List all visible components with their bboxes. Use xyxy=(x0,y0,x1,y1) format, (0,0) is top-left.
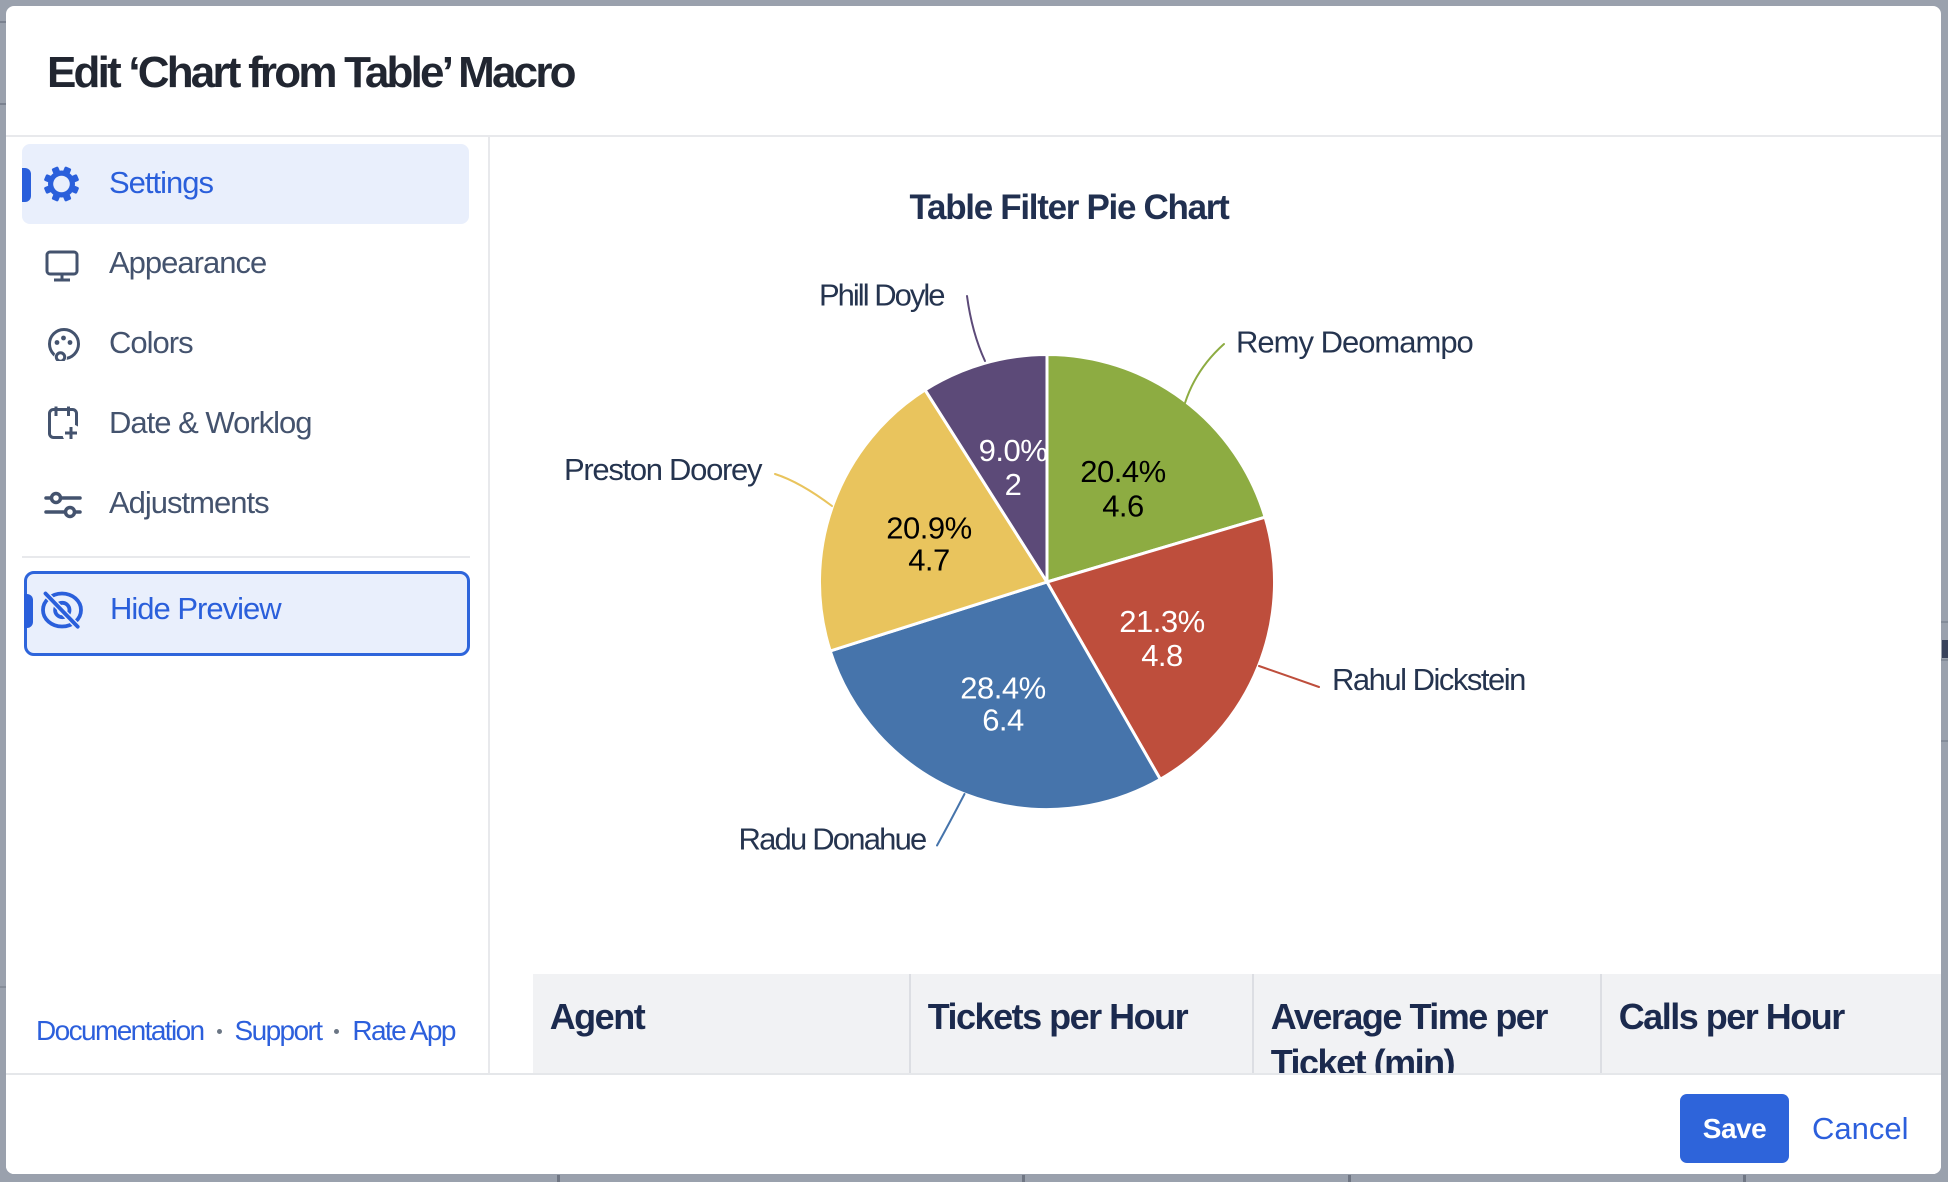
svg-text:6.4: 6.4 xyxy=(982,703,1024,738)
svg-text:Remy Deomampo: Remy Deomampo xyxy=(1236,325,1473,360)
svg-text:20.4%: 20.4% xyxy=(1080,454,1165,489)
svg-text:4.8: 4.8 xyxy=(1141,638,1183,673)
svg-text:9.0%: 9.0% xyxy=(979,433,1048,468)
svg-text:Table Filter Pie Chart: Table Filter Pie Chart xyxy=(910,188,1231,227)
svg-text:4.6: 4.6 xyxy=(1102,489,1144,524)
svg-text:Phill Doyle: Phill Doyle xyxy=(819,278,944,313)
svg-text:20.9%: 20.9% xyxy=(886,511,971,546)
svg-text:21.3%: 21.3% xyxy=(1119,604,1204,639)
svg-text:28.4%: 28.4% xyxy=(960,671,1045,706)
svg-text:2: 2 xyxy=(1005,467,1022,502)
svg-text:Rahul Dickstein: Rahul Dickstein xyxy=(1332,662,1525,697)
svg-text:Radu Donahue: Radu Donahue xyxy=(739,822,927,857)
svg-text:4.7: 4.7 xyxy=(908,543,950,578)
svg-text:Preston Doorey: Preston Doorey xyxy=(564,452,763,487)
